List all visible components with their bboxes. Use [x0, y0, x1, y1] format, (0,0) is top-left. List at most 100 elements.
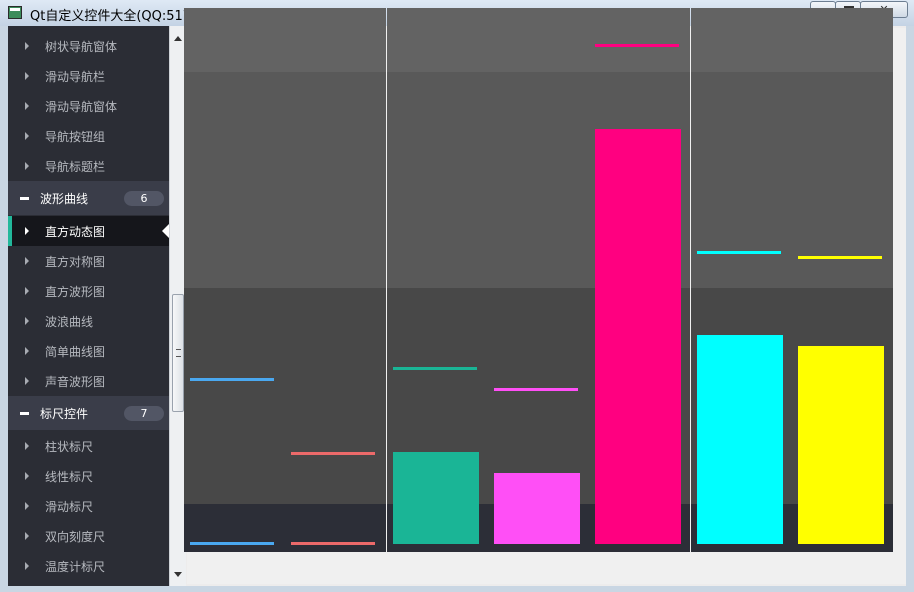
histogram-bar — [494, 473, 580, 544]
histogram-chart — [184, 8, 893, 552]
column-background — [184, 72, 285, 288]
column-background — [184, 288, 285, 504]
nav-item[interactable]: 直方对称图 — [8, 246, 169, 276]
nav-item-label: 波浪曲线 — [45, 315, 94, 329]
column-background — [589, 8, 690, 72]
scroll-thumb[interactable] — [172, 294, 184, 412]
group-count-badge: 7 — [124, 406, 164, 421]
nav-item-label: 滑动标尺 — [45, 500, 94, 514]
nav-item[interactable]: 滑动标尺 — [8, 491, 169, 521]
nav-item-label: 树状导航窗体 — [45, 40, 118, 54]
nav-item[interactable]: 树状导航窗体 — [8, 31, 169, 61]
histogram-bar — [393, 451, 479, 544]
column-background — [488, 288, 589, 504]
expand-arrow-icon — [25, 502, 29, 510]
column-background — [184, 8, 285, 72]
column-background — [285, 72, 386, 288]
histogram-peak-marker — [494, 388, 578, 392]
nav-group-waveform[interactable]: 波形曲线 6 — [8, 181, 169, 215]
histogram-bar — [595, 128, 681, 544]
scroll-up-arrow-icon[interactable] — [174, 36, 182, 41]
nav-item-label: 滑动导航窗体 — [45, 100, 118, 114]
expand-arrow-icon — [25, 132, 29, 140]
histogram-column — [184, 8, 285, 552]
histogram-column — [691, 8, 792, 552]
nav-item-label: 导航标题栏 — [45, 160, 106, 174]
expand-arrow-icon — [25, 532, 29, 540]
histogram-column — [387, 8, 488, 552]
expand-arrow-icon — [25, 317, 29, 325]
nav-item[interactable]: 线性标尺 — [8, 461, 169, 491]
histogram-peak-marker — [291, 451, 375, 455]
nav-item-label: 导航按钮组 — [45, 130, 106, 144]
nav-item[interactable]: 双向刻度尺 — [8, 521, 169, 551]
column-background — [285, 8, 386, 72]
group-label: 波形曲线 — [40, 192, 89, 206]
expand-arrow-icon — [25, 287, 29, 295]
expand-arrow-icon — [25, 377, 29, 385]
nav-item-label: 线性标尺 — [45, 470, 94, 484]
expand-arrow-icon — [25, 42, 29, 50]
histogram-peak-marker — [697, 250, 781, 254]
nav-group-ruler[interactable]: 标尺控件 7 — [8, 396, 169, 430]
sidebar-scrollbar[interactable] — [169, 26, 186, 586]
expand-arrow-icon — [25, 102, 29, 110]
nav-item[interactable]: 柱状标尺 — [8, 431, 169, 461]
histogram-column — [792, 8, 893, 552]
nav-item[interactable]: 简单曲线图 — [8, 336, 169, 366]
histogram-column — [488, 8, 589, 552]
expand-arrow-icon — [25, 347, 29, 355]
nav-item-label: 直方动态图 — [45, 225, 106, 239]
group-count-badge: 6 — [124, 191, 164, 206]
nav-sidebar: 树状导航窗体 滑动导航栏 滑动导航窗体 导航按钮组 导航标题栏 波形曲线 6 直… — [8, 26, 169, 586]
expand-arrow-icon — [25, 442, 29, 450]
histogram-bar — [697, 335, 783, 544]
nav-item[interactable]: 导航按钮组 — [8, 121, 169, 151]
nav-item-label: 温度计标尺 — [45, 560, 106, 574]
group-label: 标尺控件 — [40, 407, 89, 421]
expand-arrow-icon — [25, 562, 29, 570]
selection-arrow-icon — [162, 224, 169, 238]
column-background — [285, 288, 386, 504]
expand-arrow-icon — [25, 162, 29, 170]
column-background — [691, 72, 792, 288]
histogram-column — [285, 8, 386, 552]
histogram-peak-marker — [798, 255, 882, 259]
histogram-peak-marker — [190, 377, 274, 381]
nav-item[interactable]: 声音波形图 — [8, 366, 169, 396]
expand-arrow-icon — [25, 472, 29, 480]
nav-item[interactable]: 导航标题栏 — [8, 151, 169, 181]
histogram-peak-marker — [393, 367, 477, 371]
nav-item-selected[interactable]: 直方动态图 — [8, 216, 169, 246]
nav-item-label: 直方波形图 — [45, 285, 106, 299]
nav-item-label: 柱状标尺 — [45, 440, 94, 454]
column-background — [792, 8, 893, 72]
histogram-bar — [190, 542, 274, 545]
scroll-down-arrow-icon[interactable] — [174, 572, 182, 577]
expand-arrow-icon — [25, 72, 29, 80]
histogram-bar — [798, 345, 884, 544]
nav-item[interactable]: 波浪曲线 — [8, 306, 169, 336]
expand-arrow-icon — [25, 227, 29, 235]
nav-item-label: 声音波形图 — [45, 375, 106, 389]
histogram-bar — [291, 542, 375, 545]
column-background — [488, 8, 589, 72]
column-background — [691, 8, 792, 72]
column-background — [792, 72, 893, 288]
nav-item[interactable]: 温度计标尺 — [8, 551, 169, 581]
app-icon — [8, 6, 22, 19]
column-background — [488, 72, 589, 288]
nav-item[interactable]: 滑动导航栏 — [8, 61, 169, 91]
collapse-icon — [20, 197, 29, 200]
column-background — [387, 72, 488, 288]
column-background — [387, 8, 488, 72]
collapse-icon — [20, 412, 29, 415]
histogram-column — [589, 8, 690, 552]
histogram-peak-marker — [595, 43, 679, 47]
nav-item-label: 双向刻度尺 — [45, 530, 106, 544]
nav-item-label: 直方对称图 — [45, 255, 106, 269]
nav-item[interactable]: 滑动导航窗体 — [8, 91, 169, 121]
nav-item-label: 滑动导航栏 — [45, 70, 106, 84]
expand-arrow-icon — [25, 257, 29, 265]
nav-item[interactable]: 直方波形图 — [8, 276, 169, 306]
